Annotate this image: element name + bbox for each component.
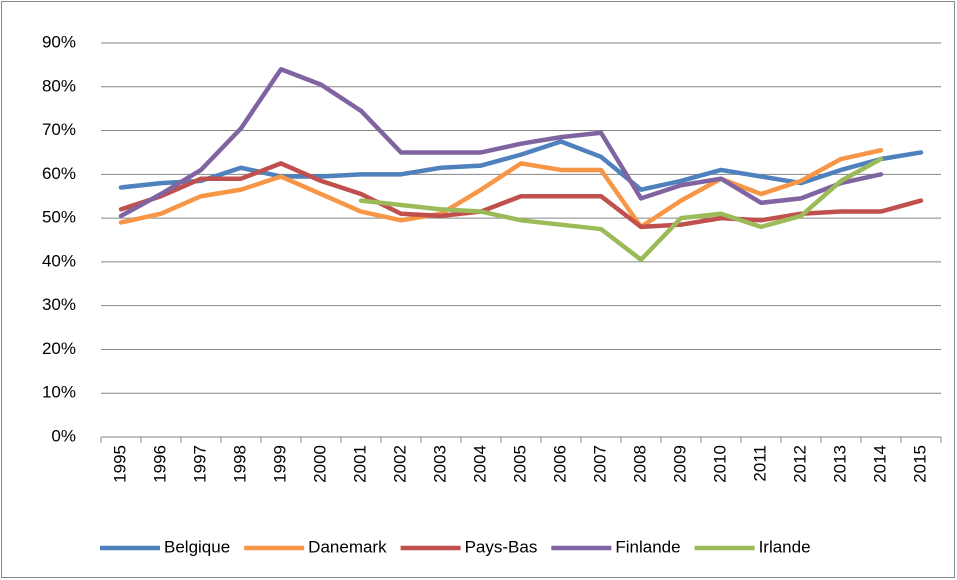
x-tick-label: 2002 — [390, 445, 409, 483]
series-line — [118, 148, 884, 230]
x-tick-label: 2010 — [710, 445, 729, 483]
y-tick-label: 40% — [42, 251, 76, 270]
series-line — [118, 139, 924, 192]
legend-label: Belgique — [164, 537, 230, 556]
x-tick-label: 2008 — [630, 445, 649, 483]
legend-label: Finlande — [615, 537, 680, 556]
x-tick-label: 2004 — [470, 445, 489, 483]
x-tick-label: 1997 — [190, 445, 209, 483]
y-tick-label: 10% — [42, 383, 76, 402]
x-tick-label: 2011 — [750, 445, 769, 482]
x-tick-label: 2015 — [910, 445, 929, 483]
y-tick-label: 20% — [42, 339, 76, 358]
x-tick-label: 2014 — [870, 445, 889, 483]
x-tick-label: 1995 — [110, 445, 129, 483]
series-line — [118, 67, 884, 219]
y-tick-label: 50% — [42, 208, 76, 227]
y-tick-label: 80% — [42, 76, 76, 95]
y-tick-label: 90% — [42, 32, 76, 51]
x-tick-label: 2012 — [790, 445, 809, 483]
x-tick-label: 1998 — [230, 445, 249, 483]
legend-label: Danemark — [308, 537, 387, 556]
x-tick-label: 2013 — [830, 445, 849, 483]
legend-label: Irlande — [759, 537, 811, 556]
y-tick-label: 70% — [42, 120, 76, 139]
y-tick-label: 30% — [42, 295, 76, 314]
y-tick-label: 0% — [51, 426, 76, 445]
x-tick-label: 2005 — [510, 445, 529, 483]
x-tick-label: 1996 — [150, 445, 169, 483]
y-tick-label: 60% — [42, 164, 76, 183]
series-line — [358, 156, 884, 262]
x-tick-label: 2007 — [590, 445, 609, 483]
x-tick-label: 2009 — [670, 445, 689, 483]
x-tick-label: 2001 — [350, 445, 369, 483]
x-tick-label: 2000 — [310, 445, 329, 483]
x-tick-label: 2003 — [430, 445, 449, 483]
x-tick-label: 1999 — [270, 445, 289, 483]
legend-label: Pays-Bas — [465, 537, 538, 556]
series-line — [118, 161, 924, 230]
x-tick-label: 2006 — [550, 445, 569, 483]
